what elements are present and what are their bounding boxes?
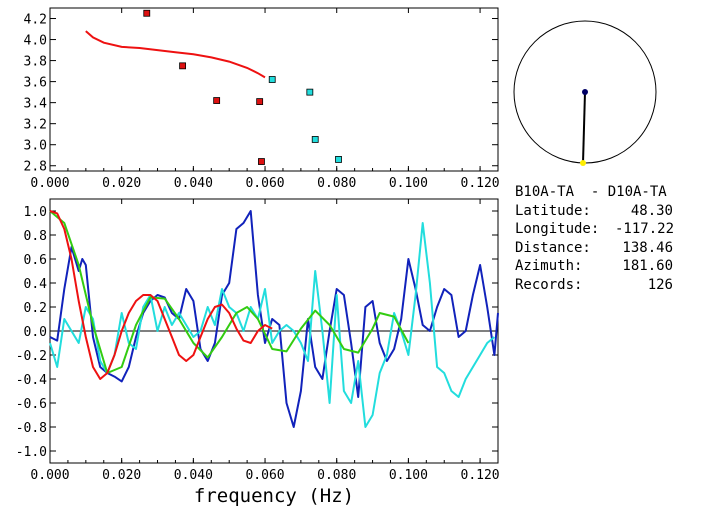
correlation-y-tick-label: -1.0 <box>16 445 47 460</box>
correlation-x-tick-label: 0.100 <box>389 468 428 483</box>
station-a-marker <box>582 89 588 95</box>
station-path <box>582 91 586 164</box>
correlation-plot-series <box>49 210 499 428</box>
info-value: 126 <box>647 276 673 293</box>
correlation-curve-blue <box>49 210 499 428</box>
dispersion-plot-series <box>85 9 342 165</box>
info-key: Longitude: <box>515 221 600 237</box>
info-value: 181.60 <box>622 258 673 274</box>
dispersion-plot-frame <box>49 7 499 172</box>
dispersion-plot-ticks: 0.000 0.020 0.040 0.060 0.080 0.100 0.120 4.2 4.… <box>24 8 500 191</box>
station-b-marker <box>580 160 586 166</box>
correlation-curve-red <box>49 210 273 380</box>
correlation-y-tick-label: -0.4 <box>16 373 47 388</box>
correlation-x-tick-label: 0.040 <box>174 468 213 483</box>
info-longitude: Longitude: -117.22 <box>515 220 700 239</box>
dispersion-point <box>306 88 314 96</box>
dispersion-x-tick-label: 0.120 <box>461 176 500 191</box>
correlation-x-tick-label: 0.020 <box>102 468 141 483</box>
dispersion-y-tick-label: 3.2 <box>24 118 47 133</box>
dispersion-curve <box>85 30 266 79</box>
correlation-x-tick-label: 0.060 <box>245 468 284 483</box>
dispersion-x-tick-label: 0.080 <box>317 176 356 191</box>
dispersion-x-tick-label: 0.020 <box>102 176 141 191</box>
x-axis-label: frequency (Hz) <box>194 485 354 507</box>
dispersion-x-tick-label: 0.100 <box>389 176 428 191</box>
correlation-x-tick-label: 0.120 <box>461 468 500 483</box>
info-value: 138.46 <box>622 239 673 256</box>
dispersion-point <box>335 156 342 163</box>
dispersion-point <box>258 158 265 165</box>
correlation-x-tick-label: 0.080 <box>317 468 356 483</box>
dispersion-y-tick-label: 2.8 <box>24 160 47 175</box>
dispersion-y-tick-label: 3.0 <box>24 139 47 154</box>
dispersion-y-tick-label: 4.2 <box>24 13 47 28</box>
correlation-curve-cyan <box>49 222 496 428</box>
info-records: Records: 126 <box>515 276 700 295</box>
info-value: -117.22 <box>615 221 675 237</box>
dispersion-x-tick-label: 0.040 <box>174 176 213 191</box>
dispersion-y-tick-label: 3.6 <box>24 76 47 91</box>
dispersion-point <box>143 9 151 17</box>
correlation-y-tick-label: -0.6 <box>16 397 47 412</box>
dispersion-y-tick-label: 3.8 <box>24 55 47 70</box>
correlation-y-tick-label: 0.2 <box>24 301 47 316</box>
dispersion-y-tick-label: 3.4 <box>24 97 48 112</box>
correlation-y-tick-label: 0.4 <box>24 277 48 292</box>
correlation-y-tick-label: 0.8 <box>24 229 47 244</box>
correlation-y-tick-label: -0.8 <box>16 421 47 436</box>
info-azimuth: Azimuth: 181.60 <box>515 257 700 276</box>
dispersion-point <box>268 76 276 83</box>
info-key: Latitude: <box>515 202 591 219</box>
info-key: Distance: <box>515 239 591 256</box>
dispersion-point <box>179 62 187 70</box>
dispersion-point <box>256 98 264 105</box>
dispersion-y-tick-label: 4.0 <box>24 34 47 49</box>
dispersion-point <box>311 136 319 143</box>
info-value: 48.30 <box>630 202 673 219</box>
station-map <box>513 20 657 166</box>
dispersion-point <box>213 97 221 104</box>
dispersion-x-tick-label: 0.060 <box>245 176 284 191</box>
station-pair-title: B10A-TA - D10A-TA <box>515 184 667 200</box>
info-latitude: Latitude: 48.30 <box>515 202 700 221</box>
info-key: Records: <box>515 276 583 293</box>
correlation-y-tick-label: -0.2 <box>16 349 47 364</box>
correlation-y-tick-label: 0.0 <box>24 325 47 340</box>
correlation-x-tick-label: 0.000 <box>30 468 69 483</box>
correlation-plot-ticks: 0.000 0.020 0.040 0.060 0.080 0.100 0.120 1.0 0.… <box>16 199 500 483</box>
correlation-curve-green <box>49 210 410 374</box>
info-key: Azimuth: <box>515 258 583 274</box>
correlation-y-tick-label: 1.0 <box>24 205 47 220</box>
dispersion-x-tick-label: 0.000 <box>30 176 69 191</box>
correlation-y-tick-label: 0.6 <box>24 253 47 268</box>
station-info-panel: B10A-TA - D10A-TA Latitude: 48.30 Longit… <box>515 183 700 294</box>
info-distance: Distance: 138.46 <box>515 239 700 258</box>
